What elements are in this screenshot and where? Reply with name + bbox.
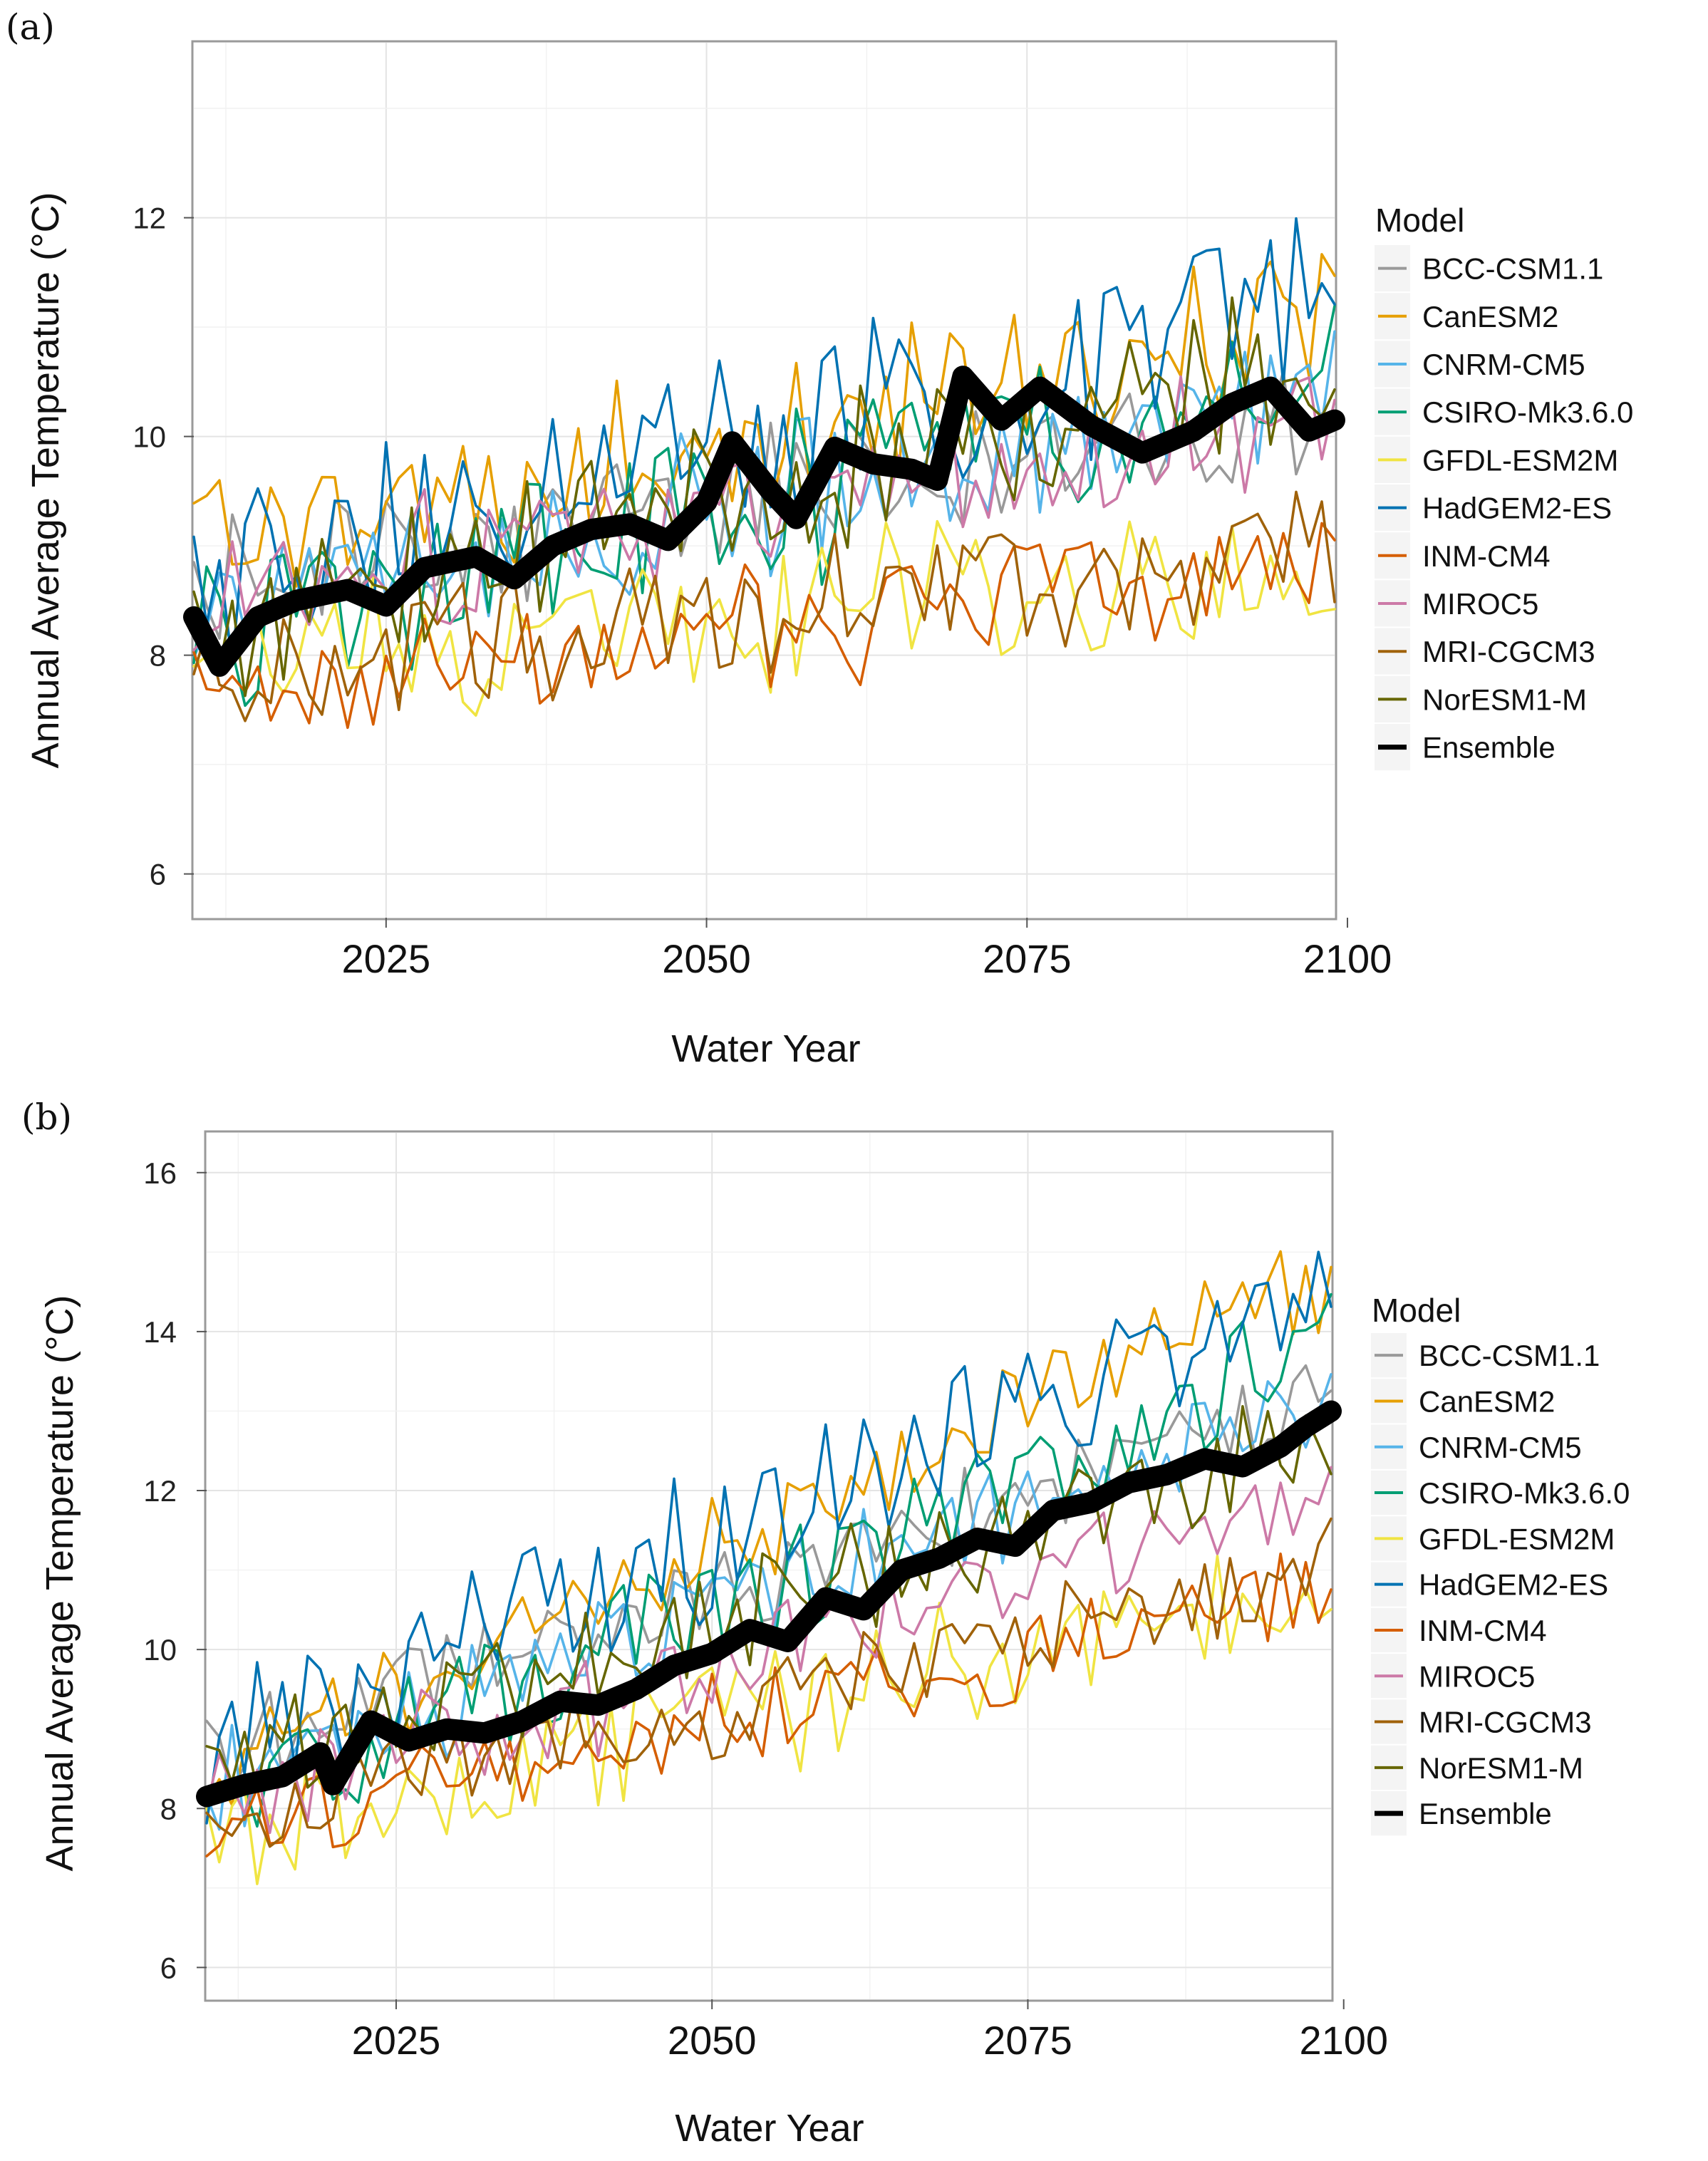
panel-a-y-axis-title: Annual Average Temperature (°C) [24,192,67,768]
legend-label: NorESM1-M [1419,1751,1583,1785]
series-line-ensemble [183,366,1345,677]
legend-label: MRI-CGCM3 [1422,635,1595,668]
legend-label: HadGEM2-ES [1419,1568,1608,1602]
legend-label: CNRM-CM5 [1419,1431,1582,1464]
y-tick-label: 10 [143,1633,177,1667]
panel-a-series [183,217,1345,730]
panel-b: (b) 6 8 10 12 14 16 2025 2050 2075 2100 Water Yea… [21,1097,1630,2150]
panel-a-label: (a) [6,6,55,48]
panel-b-label: (b) [21,1097,72,1138]
panel-a-legend: BCC-CSM1.1 CanESM2 CNRM-CM5 CSIRO-Mk3.6.0 GF… [1373,244,1633,772]
series-line-inm-cm4 [205,1553,1332,1857]
legend-label: GFDL-ESM2M [1419,1522,1615,1555]
legend-label: GFDL-ESM2M [1422,443,1618,477]
x-tick-label: 2050 [662,936,751,981]
y-tick-label: 16 [143,1156,177,1190]
legend-label: MIROC5 [1422,587,1538,621]
panel-b-ticks: 6 8 10 12 14 16 2025 2050 2075 2100 [143,1156,1388,2063]
legend-label: CanESM2 [1422,300,1558,333]
series-line-csiro-mk3-6-0 [192,304,1336,708]
series-line-bcc-csm1-1 [205,1364,1332,1788]
y-tick-label: 8 [160,1792,177,1825]
legend-label: NorESM1-M [1422,683,1587,716]
legend-label: Ensemble [1422,731,1556,765]
series-line-hadgem2-es [192,217,1336,665]
x-tick-label: 2025 [342,936,431,981]
legend-label: BCC-CSM1.1 [1422,252,1603,286]
panel-b-legend-title: Model [1372,1292,1461,1329]
x-tick-label: 2100 [1299,2018,1388,2063]
x-tick-label: 2025 [352,2018,441,2063]
y-tick-label: 6 [160,1951,177,1984]
panel-a-x-axis-title: Water Year [671,1027,860,1070]
y-tick-label: 10 [133,420,166,454]
x-tick-label: 2075 [983,936,1072,981]
legend-label: MIROC5 [1419,1659,1535,1693]
legend-label: INM-CM4 [1419,1614,1547,1647]
legend-label: HadGEM2-ES [1422,492,1612,525]
panel-a: (a) 6 8 10 12 2025 2050 2075 2100 Water Year An… [6,6,1633,1070]
legend-label: CNRM-CM5 [1422,348,1585,381]
y-tick-label: 12 [143,1474,177,1508]
x-tick-label: 2050 [668,2018,757,2063]
x-tick-label: 2100 [1303,936,1392,981]
series-line-canesm2 [205,1250,1332,1806]
y-tick-label: 14 [143,1315,177,1349]
legend-label: CSIRO-Mk3.6.0 [1419,1476,1630,1510]
panel-b-grid [207,1133,1331,1999]
x-tick-label: 2075 [983,2018,1072,2063]
series-line-gfdl-esm2m [192,519,1336,717]
legend-label: BCC-CSM1.1 [1419,1339,1600,1372]
panel-a-ticks: 6 8 10 12 2025 2050 2075 2100 [133,202,1392,981]
y-tick-label: 8 [150,639,166,673]
legend-label: Ensemble [1419,1797,1552,1830]
series-line-mri-cgcm3 [192,490,1336,722]
panel-a-legend-title: Model [1375,202,1464,239]
y-tick-label: 6 [150,858,166,891]
panel-b-series [196,1250,1342,1885]
legend-label: CanESM2 [1419,1384,1555,1418]
panel-b-y-axis-title: Annual Average Temperature (°C) [38,1295,81,1871]
series-line-ensemble [196,1400,1342,1808]
panel-b-plot-area [204,1130,1334,2002]
panel-b-legend: BCC-CSM1.1 CanESM2 CNRM-CM5 CSIRO-Mk3.6.0 GF… [1370,1332,1630,1838]
y-tick-label: 12 [133,202,166,235]
legend-label: MRI-CGCM3 [1419,1706,1592,1739]
panel-b-x-axis-title: Water Year [675,2107,864,2150]
series-line-noresm1-m [192,296,1336,698]
legend-label: INM-CM4 [1422,539,1551,573]
legend-label: CSIRO-Mk3.6.0 [1422,395,1633,429]
